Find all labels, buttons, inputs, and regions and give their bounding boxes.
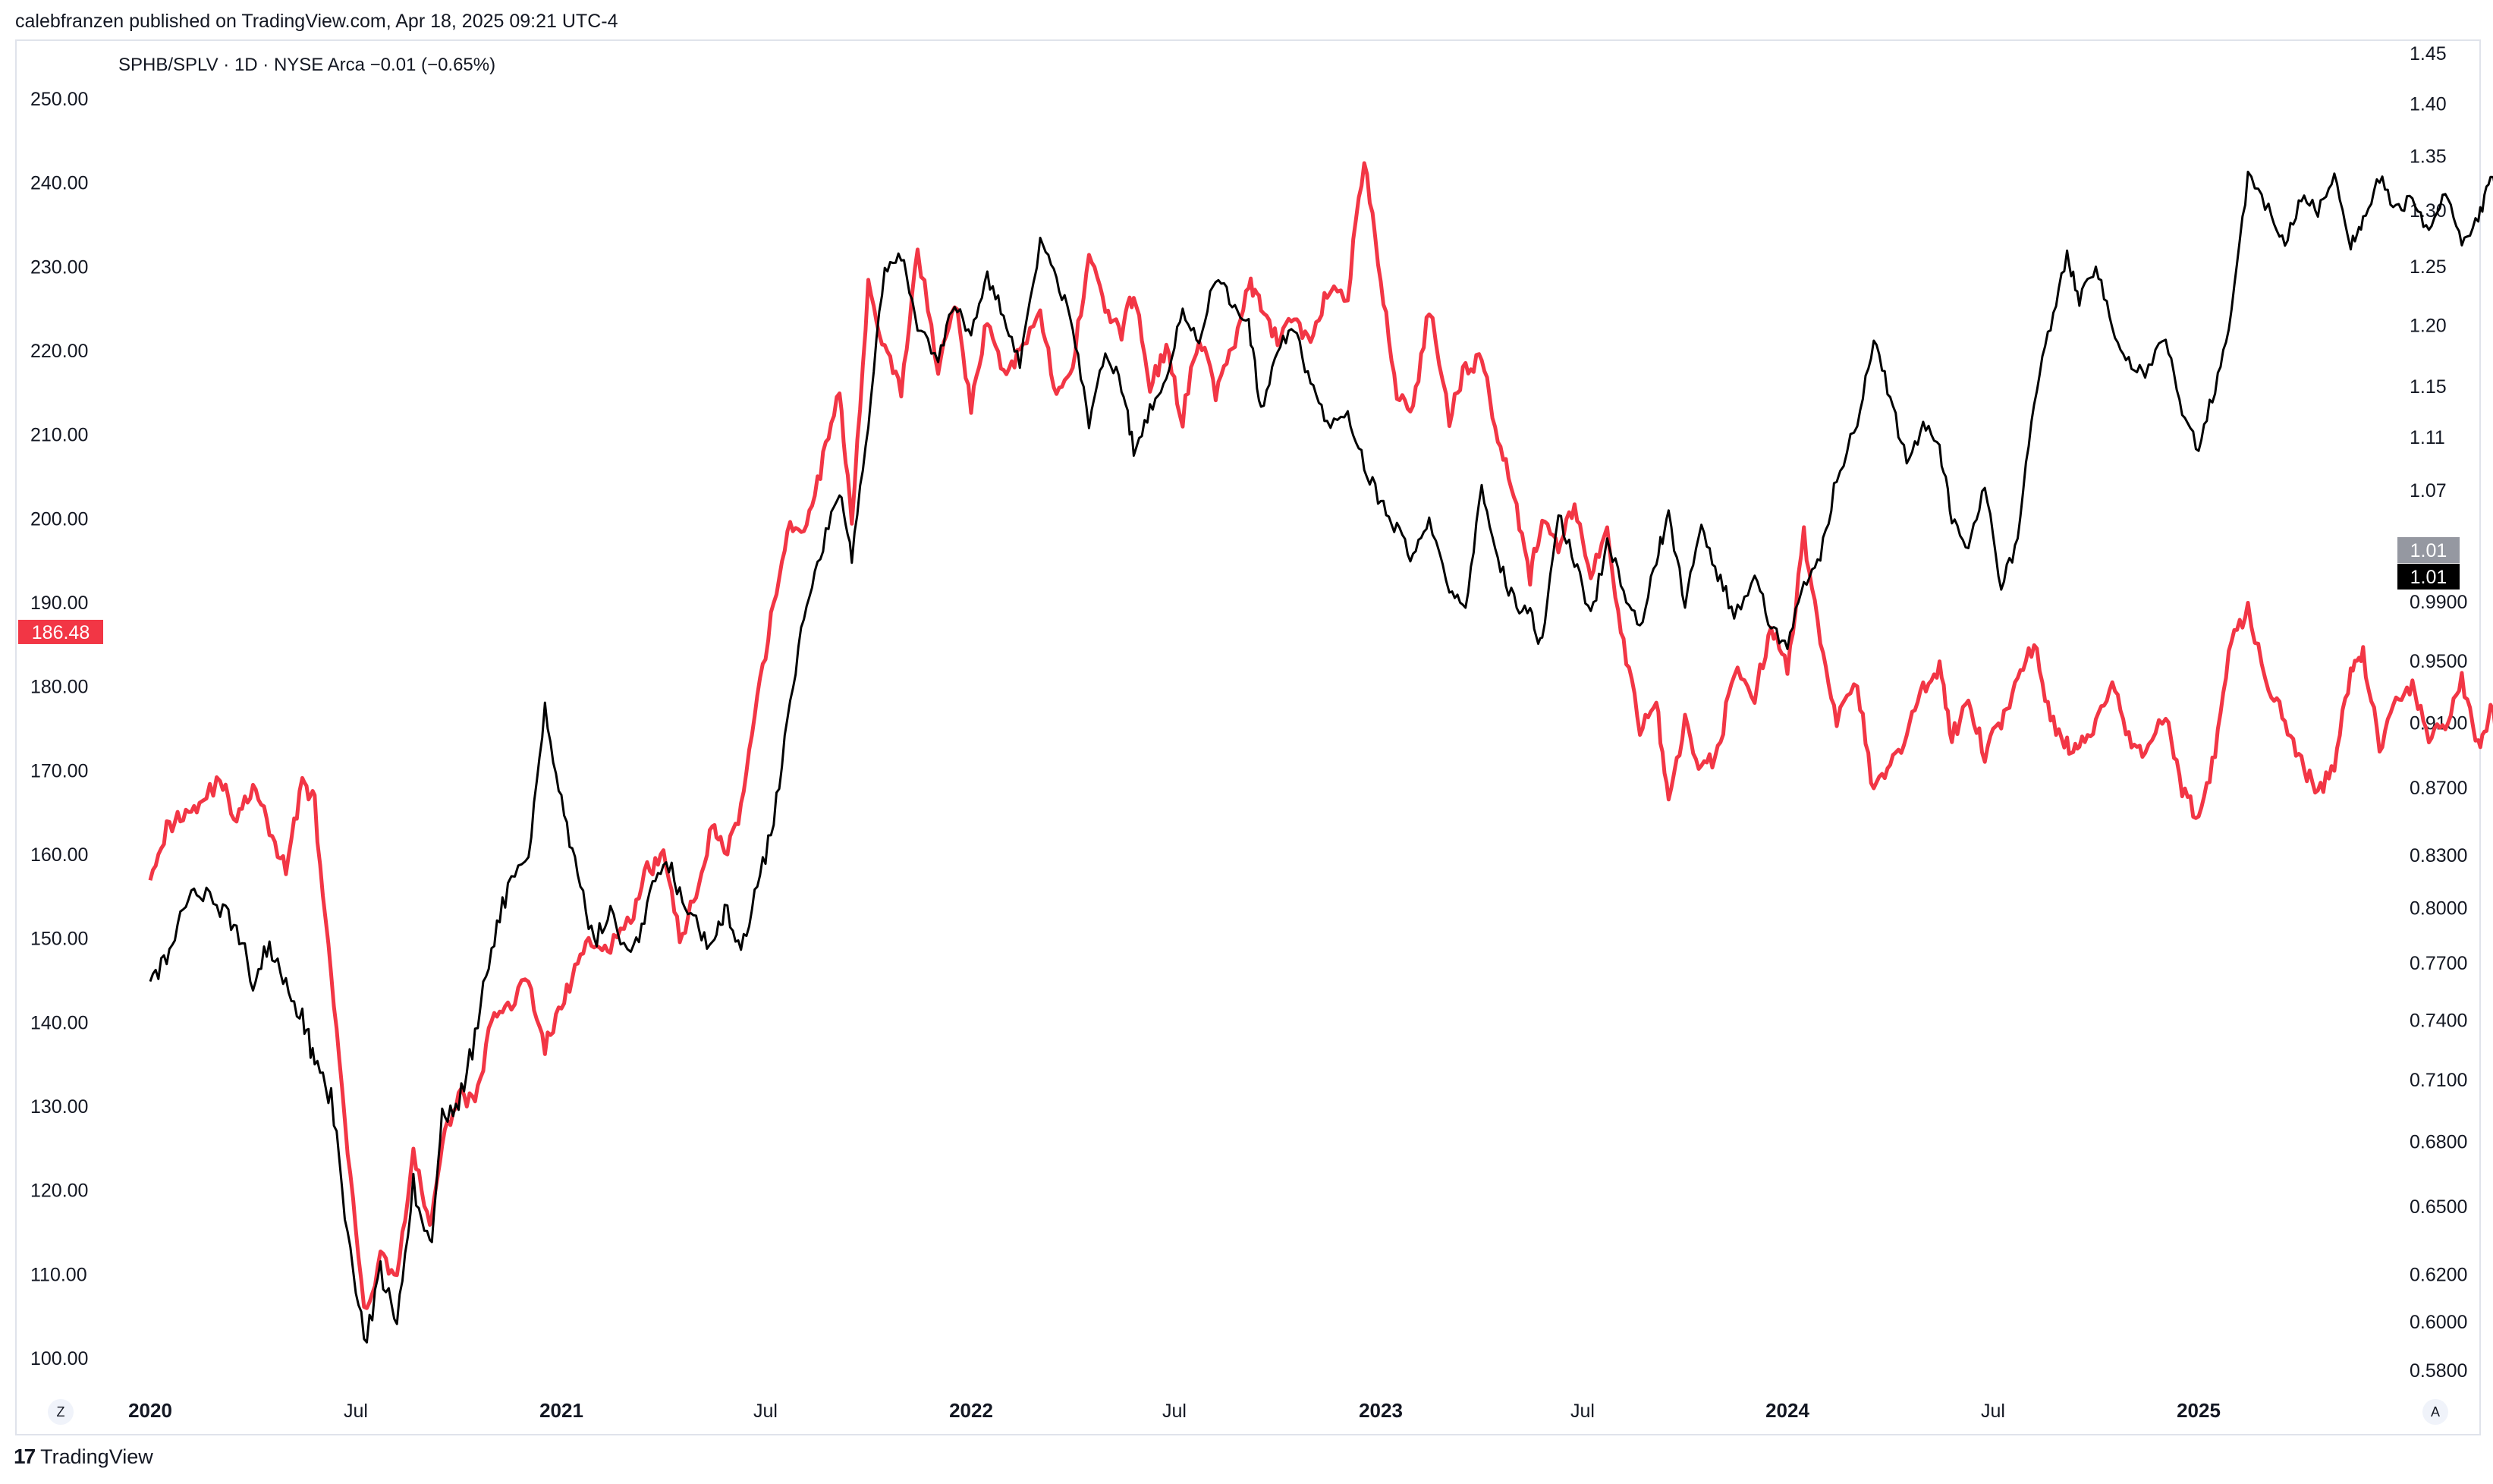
right-tick-label: 1.15 xyxy=(2410,376,2447,398)
time-tick-label: 2025 xyxy=(2177,1399,2221,1422)
right-tick-label: 0.6500 xyxy=(2410,1196,2467,1218)
left-tick-label: 180.00 xyxy=(30,677,88,698)
right-tick-label: 1.25 xyxy=(2410,256,2447,278)
right-tick-label: 0.8300 xyxy=(2410,845,2467,866)
left-tick-label: 130.00 xyxy=(30,1096,88,1118)
left-tick-label: 200.00 xyxy=(30,508,88,530)
right-last-value-badge xyxy=(2397,537,2460,563)
right-tick-label: 0.7700 xyxy=(2410,953,2467,974)
left-tick-label: 100.00 xyxy=(30,1348,88,1369)
right-tick-label: 0.6800 xyxy=(2410,1132,2467,1153)
time-tick-label: 2020 xyxy=(128,1399,172,1422)
time-tick-label: 2023 xyxy=(1359,1399,1403,1422)
right-tick-label: 0.7100 xyxy=(2410,1070,2467,1091)
right-tick-label: 1.11 xyxy=(2410,427,2445,448)
left-tick-label: 170.00 xyxy=(30,760,88,781)
symbol-legend[interactable]: SPHB/SPLV · 1D · NYSE Arca −0.01 (−0.65%… xyxy=(118,55,496,75)
black-series-line xyxy=(149,171,2493,1344)
right-tick-label: 0.9500 xyxy=(2410,651,2467,672)
tradingview-logo-text: TradingView xyxy=(40,1445,153,1468)
left-tick-label: 160.00 xyxy=(30,844,88,866)
left-tick-label: 190.00 xyxy=(30,593,88,614)
tradingview-logo-icon: 17 xyxy=(14,1445,36,1468)
right-tick-label: 1.45 xyxy=(2410,43,2447,64)
right-tick-label: 1.40 xyxy=(2410,93,2447,115)
left-last-value-text: 186.48 xyxy=(32,622,90,643)
scale-z-button[interactable]: Z xyxy=(48,1399,74,1425)
left-tick-label: 250.00 xyxy=(30,89,88,110)
right-tick-label: 0.5800 xyxy=(2410,1360,2467,1382)
left-tick-label: 230.00 xyxy=(30,256,88,278)
left-last-value-badge xyxy=(18,619,103,644)
right-tick-label: 0.6200 xyxy=(2410,1265,2467,1286)
last-value-badges: 186.48 1.01 1.01 xyxy=(18,537,2460,644)
right-last-value-text: 1.01 xyxy=(2410,567,2447,588)
time-tick-label: Jul xyxy=(1981,1401,2005,1422)
time-tick-label: 2024 xyxy=(1765,1399,1809,1422)
time-tick-label: Jul xyxy=(1162,1401,1187,1422)
right-last-value-badge xyxy=(2397,564,2460,590)
red-series-line xyxy=(148,161,2493,1310)
right-tick-label: 1.20 xyxy=(2410,316,2447,337)
time-axis: 2020 Jul 2021 Jul 2022 Jul 2023 Jul 2024 Jul 2025 xyxy=(128,1399,2221,1422)
left-tick-label: 210.00 xyxy=(30,425,88,446)
series-layer xyxy=(148,161,2493,1344)
time-tick-label: Jul xyxy=(753,1401,778,1422)
left-tick-label: 110.00 xyxy=(30,1264,87,1285)
left-tick-label: 240.00 xyxy=(30,173,88,194)
right-tick-label: 0.8000 xyxy=(2410,898,2467,920)
auto-scale-button[interactable]: A xyxy=(2422,1399,2448,1425)
right-tick-label: 0.8700 xyxy=(2410,778,2467,799)
right-tick-label: 1.35 xyxy=(2410,146,2447,167)
tradingview-logo[interactable]: 17 TradingView xyxy=(14,1445,153,1469)
publish-header: calebfranzen published on TradingView.co… xyxy=(15,11,618,32)
right-tick-label: 0.9900 xyxy=(2410,592,2467,613)
left-price-axis: 250.00 240.00 230.00 220.00 210.00 200.00 190.… xyxy=(30,89,88,1369)
left-tick-label: 220.00 xyxy=(30,341,88,362)
left-tick-label: 150.00 xyxy=(30,929,88,950)
right-tick-label: 0.6000 xyxy=(2410,1312,2467,1333)
right-tick-label: 1.07 xyxy=(2410,480,2447,501)
right-price-axis: 1.451.401.351.301.251.201.151.111.070.99… xyxy=(2410,43,2467,1382)
right-tick-label: 0.7400 xyxy=(2410,1010,2467,1031)
time-tick-label: Jul xyxy=(344,1401,368,1422)
time-tick-label: 2021 xyxy=(539,1399,583,1422)
time-tick-label: 2022 xyxy=(949,1399,993,1422)
right-last-value-text: 1.01 xyxy=(2410,540,2447,561)
time-tick-label: Jul xyxy=(1570,1401,1595,1422)
left-tick-label: 140.00 xyxy=(30,1012,88,1033)
left-tick-label: 120.00 xyxy=(30,1181,88,1202)
